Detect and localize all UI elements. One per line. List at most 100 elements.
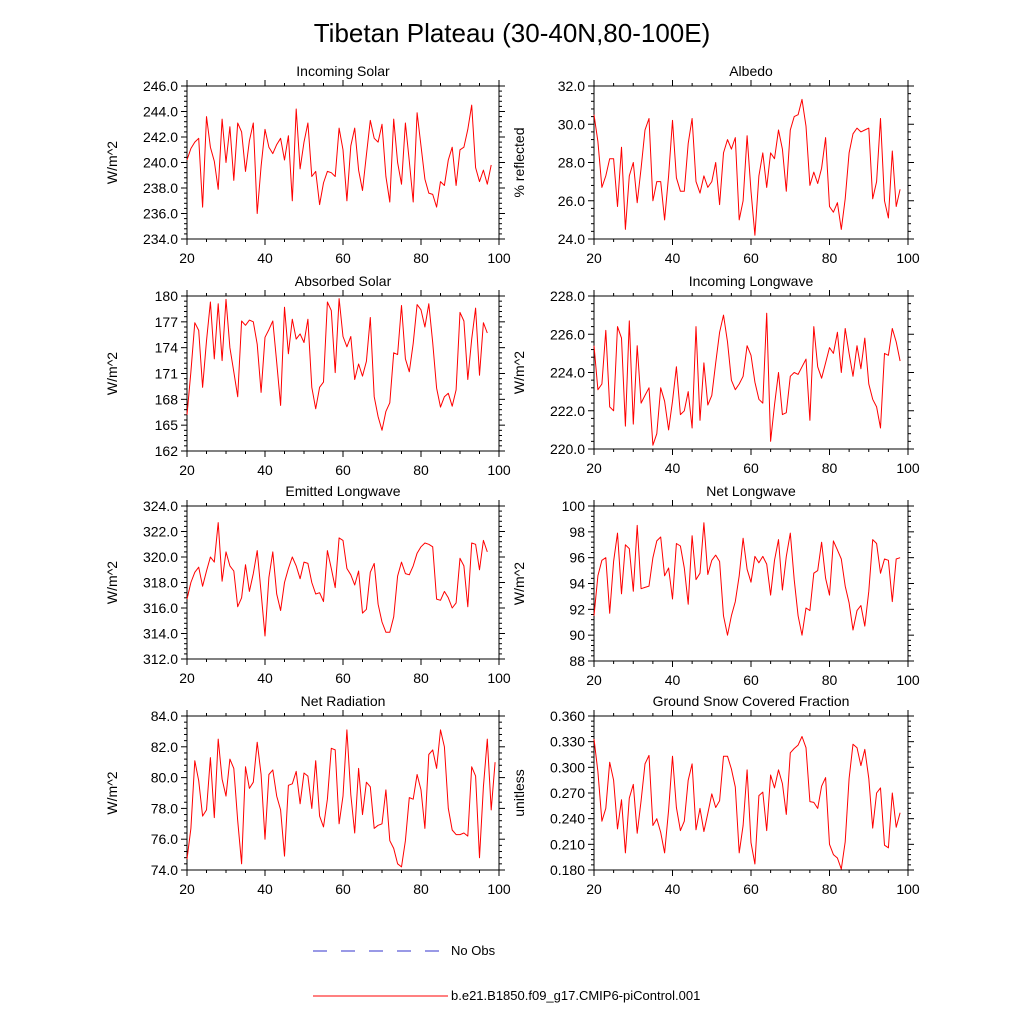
y-tick-label: 234.0 <box>143 231 178 247</box>
y-tick-label: 220.0 <box>550 441 585 457</box>
y-tick-label: 226.0 <box>550 326 585 342</box>
y-tick-label: 236.0 <box>143 206 178 222</box>
plot-frame <box>593 85 909 240</box>
plot-frame <box>186 505 500 660</box>
x-tick-label: 40 <box>665 672 681 688</box>
plot-frame <box>593 295 909 450</box>
chart-title: Net Longwave <box>706 483 796 499</box>
x-tick-label: 40 <box>257 462 273 478</box>
y-tick-label: 88 <box>569 653 585 669</box>
y-tick-label: 78.0 <box>151 800 178 816</box>
x-tick-label: 80 <box>822 250 838 266</box>
y-tick-label: 94 <box>569 576 585 592</box>
y-tick-label: 92 <box>569 601 585 617</box>
series-line <box>186 298 488 431</box>
y-tick-label: 0.210 <box>550 836 585 852</box>
y-tick-label: 74.0 <box>151 862 178 878</box>
chart-panel-5: Emitted Longwave W/m^2 20 40 60 80 100 312.0 314… <box>104 483 511 686</box>
legend: No Obs b.e21.B1850.f09_g17.CMIP6-piContr… <box>313 943 700 1003</box>
y-axis-label: unitless <box>511 769 527 816</box>
x-tick-label: 40 <box>257 881 273 897</box>
y-tick-label: 177 <box>155 314 179 330</box>
x-tick-label: 100 <box>487 462 511 478</box>
y-tick-label: 98 <box>569 524 585 540</box>
x-tick-label: 60 <box>743 672 759 688</box>
y-tick-label: 165 <box>155 417 179 433</box>
y-tick-label: 318.0 <box>143 575 178 591</box>
y-tick-label: 228.0 <box>550 288 585 304</box>
y-axis-label: % reflected <box>511 127 527 197</box>
x-tick-label: 20 <box>586 672 602 688</box>
y-tick-label: 30.0 <box>558 116 585 132</box>
y-tick-label: 171 <box>155 366 179 382</box>
y-tick-label: 324.0 <box>143 498 178 514</box>
x-tick-label: 40 <box>257 670 273 686</box>
y-tick-label: 224.0 <box>550 365 585 381</box>
y-tick-label: 100 <box>562 498 586 514</box>
series-line <box>186 104 492 214</box>
y-tick-label: 180 <box>155 288 179 304</box>
y-tick-label: 0.330 <box>550 734 585 750</box>
y-tick-label: 0.360 <box>550 708 585 724</box>
chart-title: Incoming Longwave <box>689 273 814 289</box>
x-tick-label: 20 <box>586 250 602 266</box>
x-tick-label: 100 <box>896 250 920 266</box>
y-tick-label: 240.0 <box>143 155 178 171</box>
plot-frame <box>186 85 500 240</box>
y-tick-label: 96 <box>569 550 585 566</box>
y-axis-label: W/m^2 <box>104 561 120 604</box>
y-tick-label: 174 <box>155 340 179 356</box>
y-tick-label: 0.240 <box>550 811 585 827</box>
chart-title: Net Radiation <box>301 693 386 709</box>
figure-title: Tibetan Plateau (30-40N,80-100E) <box>314 18 711 48</box>
chart-panel-8: Ground Snow Covered Fraction unitless 20 40… <box>511 693 920 897</box>
x-tick-label: 100 <box>896 672 920 688</box>
y-tick-label: 32.0 <box>558 78 585 94</box>
x-tick-label: 80 <box>413 462 429 478</box>
series-line <box>186 522 488 637</box>
y-tick-label: 312.0 <box>143 651 178 667</box>
y-tick-label: 314.0 <box>143 626 178 642</box>
x-tick-label: 60 <box>743 881 759 897</box>
y-tick-label: 246.0 <box>143 78 178 94</box>
y-tick-label: 222.0 <box>550 403 585 419</box>
chart-panel-3: Absorbed Solar W/m^2 20 40 60 80 100 162 165 168 1… <box>104 273 511 478</box>
x-tick-label: 60 <box>335 881 351 897</box>
x-tick-label: 40 <box>257 250 273 266</box>
y-tick-label: 316.0 <box>143 600 178 616</box>
series-line <box>593 312 901 446</box>
chart-title: Ground Snow Covered Fraction <box>653 693 850 709</box>
x-tick-label: 100 <box>896 881 920 897</box>
x-tick-label: 80 <box>822 460 838 476</box>
legend-obs-label: No Obs <box>451 943 496 958</box>
x-tick-label: 80 <box>413 881 429 897</box>
x-tick-label: 60 <box>335 462 351 478</box>
y-axis-label: W/m^2 <box>104 352 120 395</box>
x-tick-label: 40 <box>665 881 681 897</box>
y-tick-label: 168 <box>155 391 179 407</box>
x-tick-label: 60 <box>335 250 351 266</box>
x-tick-label: 60 <box>743 250 759 266</box>
plot-frame <box>593 715 909 871</box>
y-tick-label: 244.0 <box>143 104 178 120</box>
y-axis-label: W/m^2 <box>511 562 527 605</box>
x-tick-label: 40 <box>665 460 681 476</box>
y-tick-label: 80.0 <box>151 770 178 786</box>
y-tick-label: 162 <box>155 443 179 459</box>
chart-panel-1: Incoming Solar W/m^2 20 40 60 80 100 234.0 236.0… <box>104 63 511 266</box>
x-tick-label: 100 <box>487 670 511 686</box>
x-tick-label: 60 <box>743 460 759 476</box>
y-tick-label: 238.0 <box>143 180 178 196</box>
x-tick-label: 100 <box>487 881 511 897</box>
y-axis-label: W/m^2 <box>511 351 527 394</box>
x-tick-label: 80 <box>822 881 838 897</box>
y-axis-label: W/m^2 <box>104 141 120 184</box>
x-tick-label: 80 <box>822 672 838 688</box>
y-tick-label: 320.0 <box>143 549 178 565</box>
y-tick-label: 242.0 <box>143 129 178 145</box>
x-tick-label: 40 <box>665 250 681 266</box>
legend-model-label: b.e21.B1850.f09_g17.CMIP6-piControl.001 <box>451 988 700 1003</box>
series-line <box>593 736 901 870</box>
y-tick-label: 90 <box>569 627 585 643</box>
